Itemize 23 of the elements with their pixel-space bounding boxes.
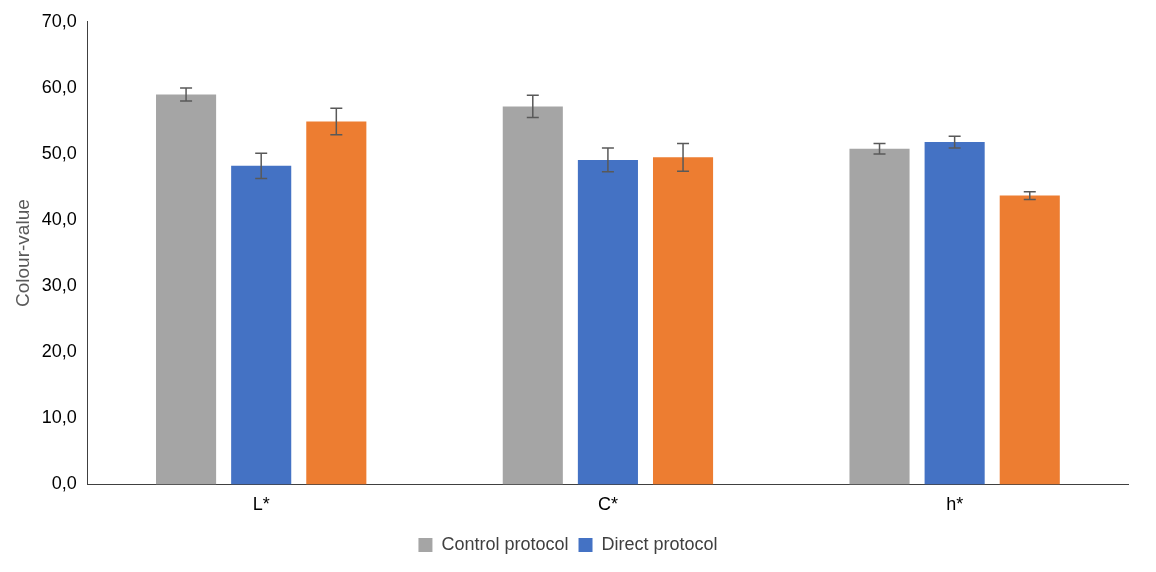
y-axis-title: Colour-value	[11, 199, 33, 307]
x-tick-label: C*	[597, 494, 618, 515]
y-tick-label: 60,0	[41, 76, 77, 97]
bar	[306, 121, 367, 485]
bar	[999, 195, 1060, 485]
x-tick-label: L*	[252, 494, 270, 515]
legend-label: Direct protocol	[601, 533, 718, 554]
bar	[231, 165, 292, 485]
bar	[924, 142, 985, 485]
bar	[577, 159, 638, 485]
y-tick-label: 30,0	[41, 275, 77, 296]
bar	[849, 148, 910, 485]
y-tick-label: 50,0	[41, 142, 77, 163]
y-tick-label: 0,0	[51, 473, 77, 494]
legend-label: Control protocol	[441, 533, 569, 554]
y-tick-label: 20,0	[41, 341, 77, 362]
x-tick-label: h*	[946, 494, 964, 515]
y-tick-label: 40,0	[41, 209, 77, 230]
bar	[652, 157, 714, 485]
bar	[156, 94, 217, 485]
bar	[502, 106, 563, 485]
y-tick-label: 70,0	[41, 10, 77, 31]
y-tick-label: 10,0	[41, 407, 77, 428]
